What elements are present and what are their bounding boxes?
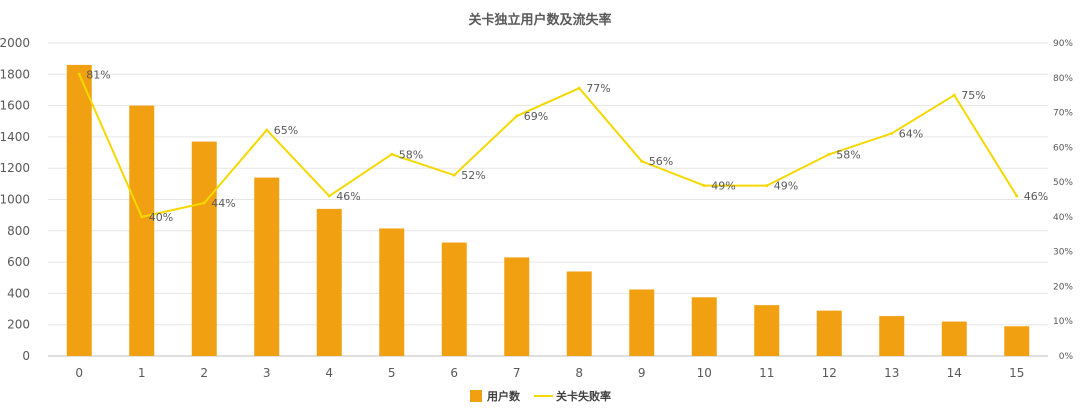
point-fail-rate	[702, 184, 706, 188]
y-right-tick-label: 30%	[1053, 248, 1073, 258]
point-fail-rate	[890, 131, 894, 135]
legend-label-fail-rate: 关卡失败率	[556, 389, 611, 403]
bar-users	[941, 321, 967, 356]
data-label-fail-rate: 44%	[211, 197, 235, 210]
point-fail-rate	[577, 86, 581, 90]
point-fail-rate	[140, 215, 144, 219]
point-fail-rate	[390, 152, 394, 156]
y-right-tick-label: 60%	[1053, 143, 1073, 153]
left-axis: 0 200 400 600 800 1000 1200 1400 1600 1800 2000	[0, 36, 30, 363]
data-label-fail-rate: 46%	[336, 190, 360, 203]
bar-users	[629, 289, 655, 356]
bar-users	[879, 316, 905, 356]
bar-users	[691, 297, 717, 356]
y-right-tick-label: 10%	[1053, 317, 1073, 327]
x-tick-label: 5	[388, 366, 396, 380]
y-right-tick-label: 0%	[1059, 352, 1074, 362]
bar-users	[504, 257, 530, 356]
chart-title: 关卡独立用户数及流失率	[468, 12, 611, 28]
bar-users	[816, 310, 842, 356]
point-fail-rate	[827, 152, 831, 156]
y-left-tick-label: 1200	[0, 161, 30, 175]
x-tick-label: 2	[200, 366, 208, 380]
bar-users	[316, 208, 342, 356]
x-tick-label: 15	[1009, 366, 1024, 380]
y-left-tick-label: 1800	[0, 67, 30, 81]
point-fail-rate	[765, 184, 769, 188]
y-left-tick-label: 2000	[0, 36, 30, 50]
y-left-tick-label: 600	[7, 255, 30, 269]
bar-users	[191, 141, 217, 356]
y-right-tick-label: 50%	[1053, 178, 1073, 188]
x-tick-label: 0	[75, 366, 83, 380]
bar-users	[754, 305, 780, 356]
y-right-tick-label: 40%	[1053, 213, 1073, 223]
data-label-fail-rate: 56%	[649, 155, 673, 168]
data-label-fail-rate: 81%	[86, 68, 110, 81]
y-left-tick-label: 400	[7, 286, 30, 300]
bar-users	[129, 105, 155, 356]
point-fail-rate	[265, 128, 269, 132]
data-label-fail-rate: 58%	[399, 148, 423, 161]
x-tick-label: 11	[759, 366, 774, 380]
data-label-fail-rate: 65%	[274, 124, 298, 137]
data-label-fail-rate: 49%	[774, 180, 798, 193]
point-fail-rate	[640, 159, 644, 163]
right-axis: 0% 10% 20% 30% 40% 50% 60% 70% 80% 90%	[1053, 39, 1073, 362]
x-tick-label: 9	[638, 366, 646, 380]
x-tick-label: 10	[697, 366, 712, 380]
point-fail-rate	[952, 93, 956, 97]
y-right-tick-label: 20%	[1053, 282, 1073, 292]
x-tick-label: 12	[822, 366, 837, 380]
y-left-tick-label: 1400	[0, 130, 30, 144]
x-tick-label: 4	[325, 366, 333, 380]
point-fail-rate	[1015, 194, 1019, 198]
x-tick-label: 8	[575, 366, 583, 380]
data-label-fail-rate: 75%	[961, 89, 985, 102]
bar-users	[66, 64, 92, 356]
bar-users	[379, 228, 405, 356]
x-tick-label: 13	[884, 366, 899, 380]
x-tick-label: 1	[138, 366, 146, 380]
data-label-fail-rate: 46%	[1024, 190, 1048, 203]
point-fail-rate	[515, 114, 519, 118]
y-left-tick-label: 200	[7, 318, 30, 332]
point-fail-rate	[202, 201, 206, 205]
legend-swatch-users	[470, 390, 482, 402]
data-label-fail-rate: 69%	[524, 110, 548, 123]
y-right-tick-label: 70%	[1053, 109, 1073, 119]
line-series	[77, 72, 1019, 219]
y-left-tick-label: 1600	[0, 99, 30, 113]
line-fail-rate	[78, 73, 1018, 218]
point-fail-rate	[452, 173, 456, 177]
data-label-fail-rate: 52%	[461, 169, 485, 182]
bar-users	[254, 177, 280, 356]
bar-users	[566, 271, 592, 356]
x-tick-label: 7	[513, 366, 521, 380]
legend-label-users: 用户数	[487, 389, 521, 403]
y-right-tick-label: 90%	[1053, 39, 1073, 49]
bar-users	[1004, 326, 1030, 356]
data-label-fail-rate: 58%	[836, 148, 860, 161]
bar-users	[441, 242, 467, 356]
y-left-tick-label: 800	[7, 224, 30, 238]
bar-series	[66, 64, 1030, 356]
x-tick-label: 6	[450, 366, 458, 380]
x-tick-label: 14	[947, 366, 962, 380]
data-label-fail-rate: 49%	[711, 180, 735, 193]
x-axis: 0 1 2 3 4 5 6 7 8 9 10 11 12 13 14 15	[75, 366, 1024, 380]
data-label-fail-rate: 40%	[149, 211, 173, 224]
y-right-tick-label: 80%	[1053, 74, 1073, 84]
point-fail-rate	[77, 72, 81, 76]
y-left-tick-label: 0	[22, 349, 30, 363]
data-label-fail-rate: 64%	[899, 127, 923, 140]
data-label-fail-rate: 77%	[586, 82, 610, 95]
x-tick-label: 3	[263, 366, 271, 380]
data-labels: 81% 40% 44% 65% 46% 58% 52% 69% 77% 56% 49% 49% 58% 6…	[86, 68, 1048, 224]
y-left-tick-label: 1000	[0, 193, 30, 207]
point-fail-rate	[327, 194, 331, 198]
legend: 用户数 关卡失败率	[470, 389, 611, 403]
